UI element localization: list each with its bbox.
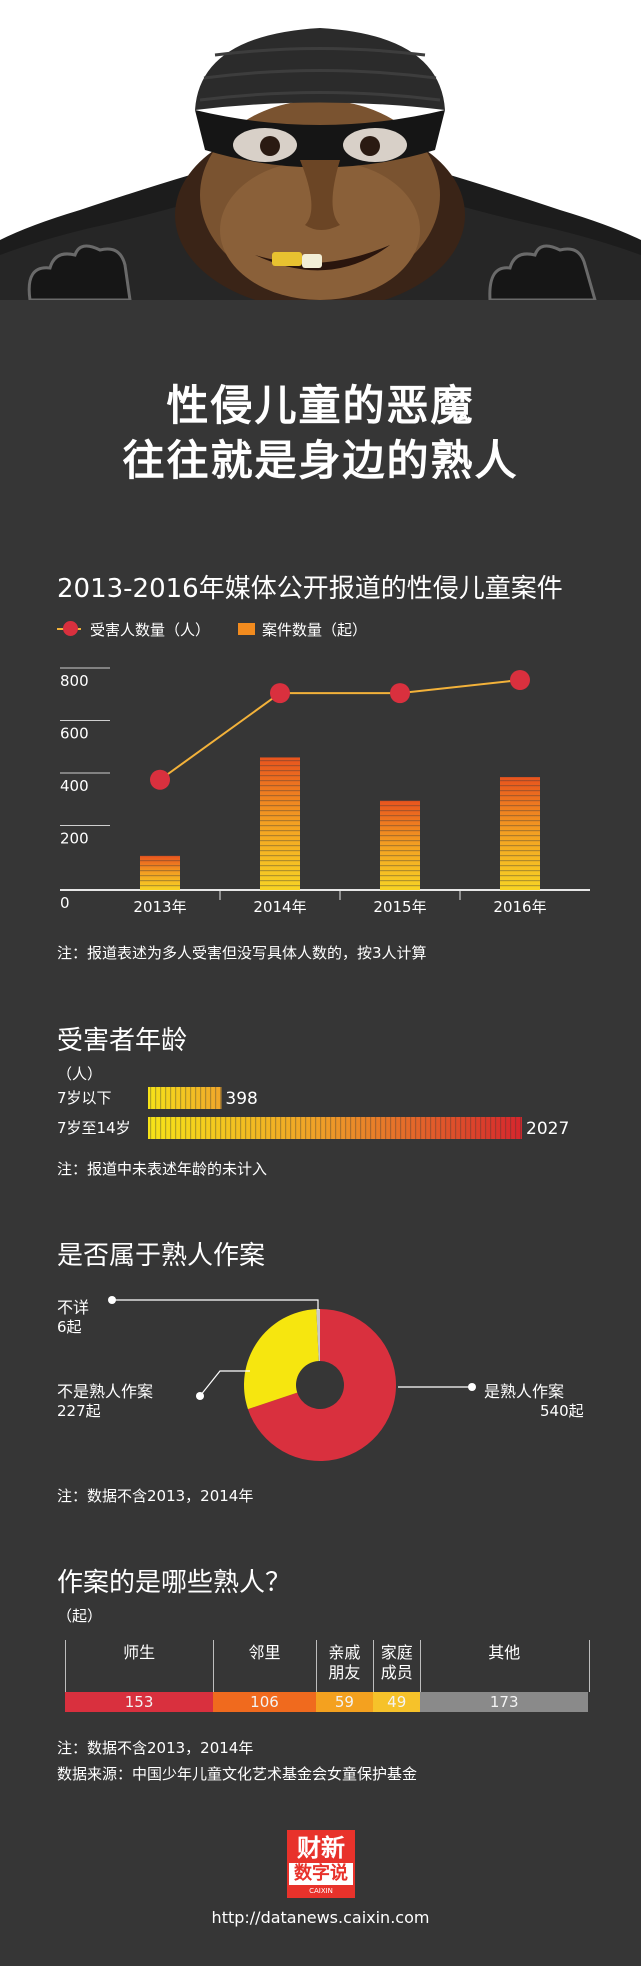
category-header-line: 朋友 (328, 1663, 361, 1682)
label-acquaintance: 是熟人作案 (484, 1382, 565, 1401)
leader-dot-stranger (196, 1392, 204, 1400)
category-header-line: 邻里 (248, 1643, 281, 1662)
category-header: 师生 (65, 1643, 213, 1663)
pie-slice (316, 1309, 320, 1362)
chart1-title: 2013-2016年媒体公开报道的性侵儿童案件 (57, 574, 563, 604)
pie-slice (244, 1309, 319, 1410)
leader-dot-unknown (108, 1296, 116, 1304)
chart1-plot: 0 200 400 600 800 2013年 2014年 2015年 2016年 (60, 667, 590, 916)
burglar-illustration (0, 28, 641, 310)
stack-segment: 49 (372, 1692, 421, 1712)
leader-dot-acquaintance (468, 1383, 476, 1391)
category-header: 其他 (420, 1643, 588, 1663)
category-header-line: 成员 (380, 1663, 413, 1682)
leader-line-stranger (199, 1370, 250, 1397)
category-separator (372, 1640, 374, 1692)
category-header-line: 亲戚 (328, 1643, 361, 1662)
page-title-line1: 性侵儿童的恶魔 (166, 381, 475, 430)
age-category-label: 7岁以下 (57, 1089, 112, 1107)
case-bar-texture (140, 855, 180, 890)
logo-small: CAIXIN (309, 1887, 333, 1895)
chart2-title: 受害者年龄 (57, 1026, 188, 1056)
case-bar-texture (260, 757, 300, 890)
victim-point (270, 683, 290, 704)
age-value-label: 398 (225, 1089, 257, 1109)
pie-slice (247, 1309, 396, 1461)
category-header: 亲戚 朋友 (316, 1643, 373, 1683)
age-category-label: 7岁至14岁 (57, 1119, 131, 1137)
victim-line (159, 679, 521, 781)
victim-point (510, 670, 530, 690)
legend-bar-swatch (238, 623, 255, 635)
case-bar-texture (500, 777, 540, 890)
chart2-unit: （人） (57, 1065, 103, 1083)
x-tick-label: 2013年 (133, 898, 186, 916)
x-tick-label: 2015年 (373, 898, 426, 916)
chart3-note: 注：数据不含2013，2014年 (57, 1487, 254, 1505)
category-separator (315, 1640, 317, 1692)
label-unknown: 不详 (57, 1298, 90, 1317)
age-bar-texture (148, 1087, 222, 1109)
category-header-line: 师生 (123, 1643, 156, 1662)
legend-cases: 案件数量（起） (262, 621, 368, 639)
chart2-note: 注：报道中未表述年龄的未计入 (57, 1160, 268, 1178)
category-header: 家庭 成员 (373, 1643, 420, 1683)
chart4-note1: 注：数据不含2013，2014年 (57, 1739, 254, 1757)
caixin-logo: 财新 数字说 CAIXIN (287, 1830, 355, 1898)
stack-segment: 59 (315, 1692, 373, 1712)
value-acquaintance: 540起 (540, 1402, 584, 1420)
value-unknown: 6起 (57, 1318, 82, 1336)
age-value-label: 2027 (526, 1119, 569, 1139)
category-header: 邻里 (213, 1643, 316, 1663)
chart4-title: 作案的是哪些熟人？ (57, 1568, 292, 1598)
legend-dot-swatch (63, 621, 78, 636)
y-tick-label: 400 (60, 777, 89, 795)
chart4-note2: 数据来源：中国少年儿童文化艺术基金会女童保护基金 (57, 1765, 418, 1783)
case-bar-texture (380, 800, 420, 890)
x-tick-label: 2014年 (253, 898, 306, 916)
page-title-line2: 往往就是身边的熟人 (122, 436, 519, 485)
logo-line1: 财新 (297, 1834, 345, 1862)
chart4-frame (65, 1640, 590, 1692)
stack-segment: 173 (420, 1692, 588, 1712)
logo-line2: 数字说 (289, 1863, 353, 1885)
label-stranger: 不是熟人作案 (57, 1382, 154, 1401)
y-tick-label: 800 (60, 672, 89, 690)
category-header-line: 家庭 (380, 1643, 413, 1662)
category-separator (420, 1640, 422, 1692)
y-tick-label: 0 (60, 894, 70, 912)
legend-victims: 受害人数量（人） (90, 621, 211, 639)
stack-segment: 106 (213, 1692, 316, 1712)
victim-point (390, 683, 410, 704)
category-header-line: 其他 (488, 1643, 521, 1662)
footer-url: http://datanews.caixin.com (211, 1908, 430, 1927)
chart3-title: 是否属于熟人作案 (57, 1241, 266, 1271)
chart2-plot: 7岁以下 398 7岁至14岁 2027 (57, 1087, 569, 1139)
x-tick-label: 2016年 (493, 898, 546, 916)
y-tick-label: 600 (60, 725, 89, 743)
chart4-unit: （起） (57, 1607, 103, 1625)
victim-point (150, 769, 170, 790)
value-stranger: 227起 (57, 1402, 101, 1420)
stack-segment: 153 (65, 1692, 214, 1712)
leader-line-unknown (112, 1299, 319, 1310)
chart1-note: 注：报道表述为多人受害但没写具体人数的，按3人计算 (57, 944, 427, 962)
chart3-plot (108, 1296, 476, 1461)
y-tick-label: 200 (60, 830, 89, 848)
category-separator (213, 1640, 215, 1692)
age-bar-texture (148, 1117, 522, 1139)
